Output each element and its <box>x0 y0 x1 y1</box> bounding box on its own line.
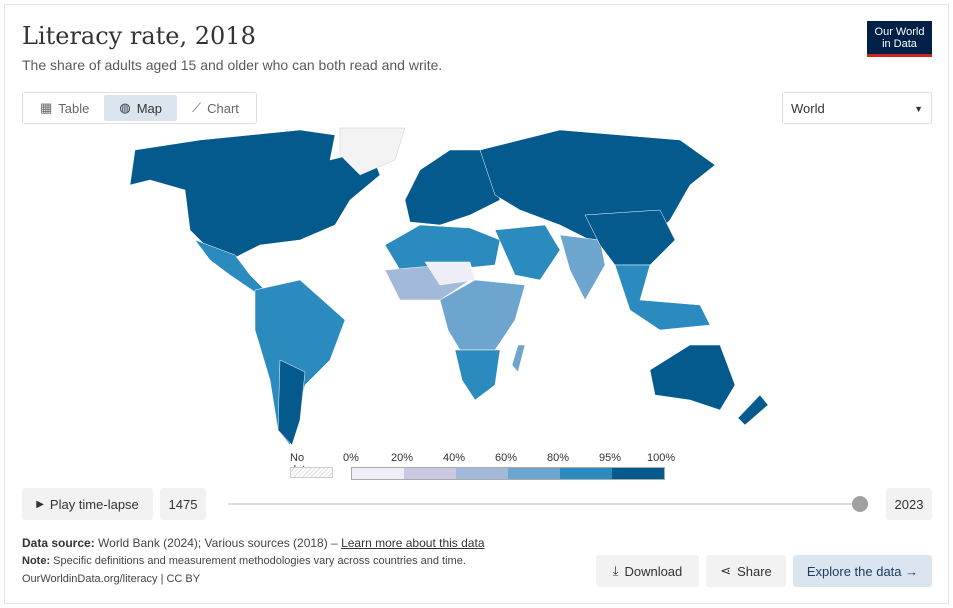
region-southern-africa <box>454 349 501 401</box>
source-url[interactable]: OurWorldinData.org/literacy | CC BY <box>22 573 201 585</box>
world-map[interactable] <box>0 125 953 450</box>
globe-icon: ◍ <box>119 100 131 115</box>
region-southern-cone <box>277 359 306 446</box>
legend-bin <box>352 468 404 479</box>
legend-tick: 20% <box>391 452 414 464</box>
share-icon: ⋖ <box>720 563 732 578</box>
explore-data-button[interactable]: Explore the data → <box>793 555 932 587</box>
tab-chart[interactable]: ⟋ Chart <box>192 100 239 116</box>
legend-bin <box>456 468 508 479</box>
chart-frame <box>4 4 949 604</box>
end-year[interactable]: 2023 <box>886 488 932 520</box>
legend-bin <box>404 468 456 479</box>
region-middle-east <box>494 224 561 281</box>
region-north-america <box>129 129 381 261</box>
region-greenland <box>339 127 406 176</box>
download-button[interactable]: ⤓ Download <box>596 555 699 587</box>
region-south-asia <box>559 234 606 301</box>
timeline-handle[interactable] <box>852 496 868 512</box>
play-timelapse-button[interactable]: ▶ Play time-lapse <box>22 488 153 520</box>
legend-no-data-swatch <box>290 467 333 478</box>
legend-tick: 100% <box>647 452 676 464</box>
start-year[interactable]: 1475 <box>160 488 206 520</box>
page-subtitle: The share of adults aged 15 and older wh… <box>22 57 443 73</box>
play-icon: ▶ <box>36 498 44 510</box>
data-source: Data source: World Bank (2024); Various … <box>22 536 485 550</box>
region-select[interactable]: World ▼ <box>782 92 932 124</box>
legend-color-bar <box>351 467 665 480</box>
table-icon: ▦ <box>40 100 53 115</box>
line-chart-icon: ⟋ <box>192 100 202 115</box>
legend-bin <box>508 468 560 479</box>
legend-bin <box>612 468 664 479</box>
legend-tick: 40% <box>443 452 466 464</box>
tab-table[interactable]: ▦ Table <box>40 100 90 116</box>
region-central-east-africa <box>439 279 526 351</box>
view-tabs: ▦ Table ◍ Map ⟋ Chart <box>22 92 257 124</box>
legend-tick: 60% <box>495 452 518 464</box>
note: Note: Specific definitions and measureme… <box>22 555 466 567</box>
legend-tick: 95% <box>599 452 622 464</box>
download-icon: ⤓ <box>612 563 619 578</box>
region-madagascar <box>511 344 526 373</box>
timeline-slider[interactable] <box>228 503 860 505</box>
region-australia <box>649 344 736 411</box>
tab-map[interactable]: ◍ Map <box>104 95 178 121</box>
owid-logo[interactable]: Our World in Data <box>867 21 932 57</box>
legend-bin <box>560 468 612 479</box>
region-new-zealand <box>737 394 769 426</box>
learn-more-link[interactable]: Learn more about this data <box>341 536 485 550</box>
region-southeast-asia <box>614 264 711 331</box>
chevron-down-icon: ▼ <box>914 104 923 114</box>
share-button[interactable]: ⋖ Share <box>706 555 786 587</box>
legend-tick: 0% <box>343 452 359 464</box>
legend-tick: 80% <box>547 452 570 464</box>
page-title: Literacy rate, 2018 <box>22 22 256 50</box>
